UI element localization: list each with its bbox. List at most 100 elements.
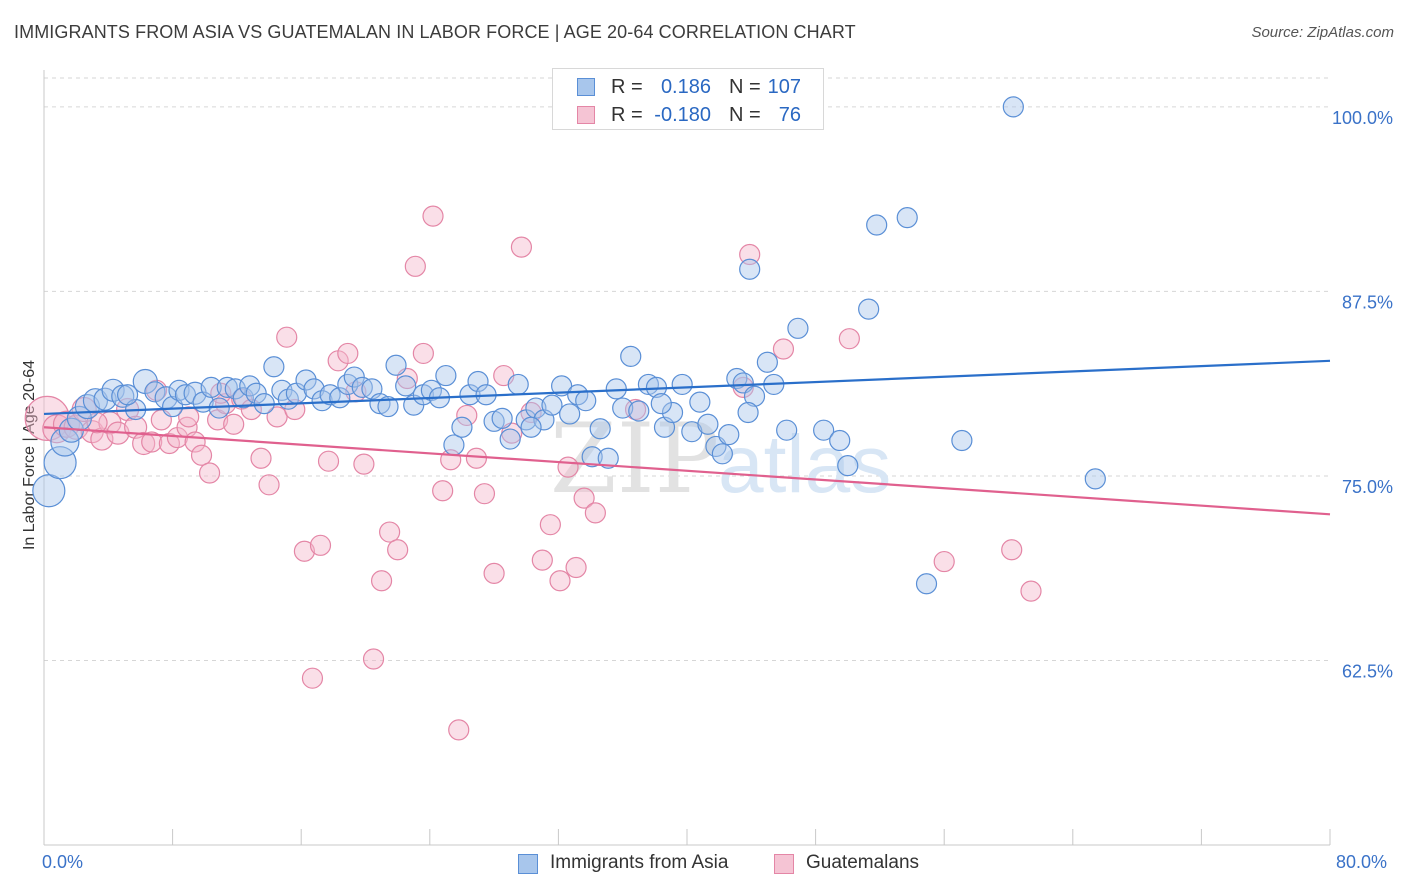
legend-swatch-blue — [518, 854, 538, 874]
data-point — [573, 487, 595, 509]
data-point — [459, 384, 481, 406]
x-tick-label-max: 80.0% — [1336, 852, 1388, 872]
data-point — [412, 342, 434, 365]
data-point — [510, 236, 533, 258]
series-legend: Immigrants from Asia Guatemalans — [0, 852, 1406, 876]
data-point — [385, 354, 407, 376]
data-point — [743, 385, 766, 407]
n-label: N = — [729, 76, 761, 98]
data-point — [589, 418, 611, 440]
data-point — [661, 401, 684, 424]
data-point — [739, 243, 761, 266]
data-point — [200, 376, 222, 398]
data-point — [1020, 580, 1042, 602]
data-point — [263, 356, 285, 378]
data-point — [605, 378, 627, 400]
data-point — [671, 373, 693, 396]
data-point — [612, 397, 634, 419]
legend-label-guatemalans: Guatemalans — [806, 852, 920, 873]
watermark-atlas: atlas — [718, 419, 891, 510]
data-point — [473, 483, 496, 505]
data-point — [370, 570, 393, 592]
data-point — [337, 342, 359, 365]
data-point — [132, 431, 156, 456]
data-point — [559, 403, 581, 425]
data-point — [1001, 539, 1023, 561]
data-point — [309, 534, 332, 556]
data-point — [549, 570, 571, 592]
data-point — [507, 373, 529, 396]
data-point — [483, 562, 505, 584]
data-point — [620, 345, 642, 367]
data-point — [369, 393, 391, 415]
data-point — [565, 556, 587, 579]
data-point — [551, 375, 573, 397]
data-point — [451, 416, 473, 438]
watermark: ZIP atlas — [550, 403, 891, 515]
data-point — [933, 550, 955, 573]
data-point — [584, 502, 606, 524]
data-point — [448, 719, 470, 741]
series-guatemalans — [24, 205, 1042, 741]
data-point — [838, 328, 860, 350]
data-point — [483, 410, 505, 432]
data-point — [718, 424, 740, 446]
data-point — [813, 419, 835, 441]
data-point — [276, 326, 298, 348]
data-point — [295, 369, 317, 391]
data-point — [435, 364, 457, 387]
trend-lines — [43, 359, 1331, 516]
n-value: 107 — [767, 76, 801, 98]
x-tick-label-min: 0.0% — [42, 852, 84, 872]
data-point — [387, 539, 409, 561]
data-point — [258, 474, 280, 496]
n-label: N = — [729, 104, 761, 126]
legend-row-asia: R = 0.186 N = 107 — [553, 73, 823, 101]
r-label: R = — [611, 104, 643, 126]
legend-row-guatemalans: R = -0.180 N = 76 — [553, 101, 823, 129]
trend-line-guatemalans — [43, 426, 1331, 516]
data-point — [772, 338, 795, 360]
series-immigrants-from-asia — [32, 95, 1106, 595]
data-point — [377, 395, 399, 418]
data-point — [144, 381, 166, 403]
data-point — [597, 447, 619, 469]
data-point — [541, 394, 563, 416]
data-point — [111, 384, 135, 408]
data-point — [1084, 468, 1106, 490]
data-point — [915, 573, 938, 595]
legend-swatch-pink — [577, 106, 595, 124]
data-point — [628, 400, 650, 422]
data-point — [689, 391, 711, 413]
data-point — [141, 431, 163, 453]
source-label: Source: ZipAtlas.com — [1251, 24, 1394, 41]
data-point — [353, 453, 375, 475]
data-point — [1002, 96, 1024, 118]
data-point — [531, 549, 553, 571]
data-point — [216, 376, 238, 398]
y-tick-labels: 100.0% 87.5% 75.0% 62.5% — [1332, 108, 1393, 682]
r-label: R = — [611, 76, 643, 98]
data-point — [499, 428, 521, 450]
data-point — [266, 406, 288, 428]
data-point — [539, 514, 561, 536]
data-point — [432, 480, 454, 502]
data-point — [491, 407, 513, 429]
data-point — [420, 379, 443, 401]
data-point — [866, 214, 888, 236]
data-point — [362, 648, 385, 670]
data-point — [198, 462, 221, 484]
r-value: -0.180 — [654, 104, 711, 126]
data-point — [711, 443, 733, 465]
n-value: 76 — [778, 104, 801, 126]
legend-label-asia: Immigrants from Asia — [550, 852, 729, 873]
data-point — [858, 298, 880, 320]
data-point — [223, 413, 245, 435]
trend-line-asia — [43, 359, 1331, 416]
data-point — [190, 444, 213, 466]
data-point — [837, 455, 859, 477]
data-point — [650, 393, 672, 415]
data-point — [756, 351, 778, 373]
data-point — [739, 258, 761, 280]
